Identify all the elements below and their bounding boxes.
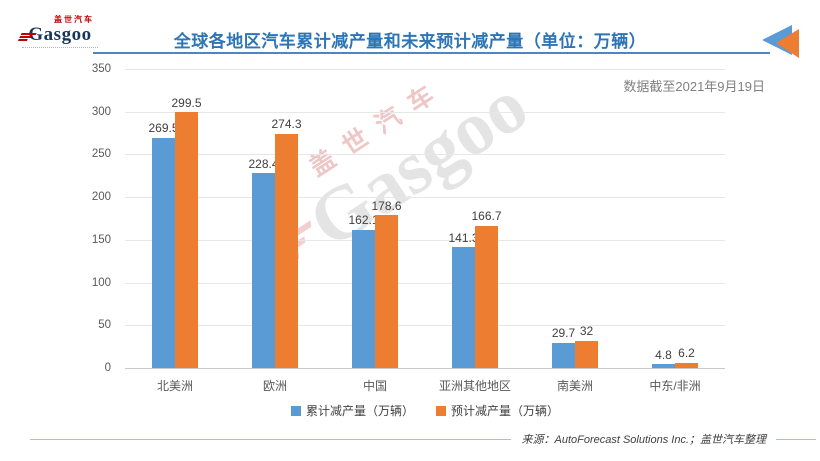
y-axis-ticks: 0 50 100 150 200 250 300 350 (0, 63, 117, 374)
bar-value-label: 274.3 (271, 117, 302, 132)
bar-value-label: 29.7 (551, 326, 576, 341)
bar-value-label: 178.6 (371, 199, 402, 214)
bar-value-label: 141.3 (448, 230, 479, 245)
y-tick-label: 50 (98, 319, 111, 332)
y-tick-label: 100 (91, 276, 111, 289)
bar-value-label: 269.5 (148, 121, 179, 136)
x-axis-label: 北美洲 (156, 379, 193, 393)
source-text: 来源：AutoForecast Solutions Inc.；盖世汽车整理 (521, 434, 766, 446)
y-tick-label: 250 (91, 148, 111, 161)
y-tick-label: 200 (91, 191, 111, 204)
gasgoo-logo: 盖世汽车 Gasgoo (17, 15, 102, 48)
bar: 4.8 (652, 348, 675, 368)
bar-group: 29.7 32 (525, 69, 625, 368)
x-axis-label: 亚洲其他地区 (438, 379, 511, 393)
bar: 29.7 (552, 326, 575, 368)
title-underline (93, 52, 770, 54)
bar: 269.5 (148, 121, 179, 368)
bar-group: 4.8 6.2 (625, 69, 725, 368)
bar: 228.4 (248, 157, 279, 368)
y-tick-label: 150 (91, 233, 111, 246)
gridline (125, 69, 725, 70)
x-axis-label: 中东/非洲 (649, 379, 701, 393)
logo-cn-text: 盖世汽车 (54, 15, 94, 24)
x-axis-label: 中国 (362, 379, 387, 393)
bar-value-label: 4.8 (655, 347, 672, 362)
legend-item: 累计减产量（万辆） (290, 402, 414, 419)
bar-group: 162.1 178.6 (325, 69, 425, 368)
y-tick-label: 300 (91, 105, 111, 118)
legend-item: 预计减产量（万辆） (436, 402, 559, 419)
bar: 166.7 (471, 209, 502, 368)
gridline (125, 325, 725, 327)
bar: 178.6 (371, 199, 402, 368)
footer-line-right (776, 438, 816, 440)
legend-label: 累计减产量（万辆） (305, 404, 414, 418)
bar-value-label: 228.4 (248, 156, 279, 171)
corner-triangles-icon (762, 25, 799, 58)
legend-swatch (290, 405, 301, 416)
gridline (125, 368, 725, 369)
y-tick-label: 0 (104, 362, 111, 374)
x-axis-labels: 北美洲 欧洲 中国 亚洲其他地区 南美洲 中东/非洲 (125, 377, 725, 394)
bar: 299.5 (171, 96, 202, 368)
bar-group: 269.5 299.5 (125, 69, 225, 368)
logo-tagline (22, 47, 98, 48)
bar: 6.2 (675, 346, 698, 368)
bar: 274.3 (271, 117, 302, 368)
page-title: 全球各地区汽车累计减产量和未来预计减产量（单位：万辆） (173, 32, 647, 51)
x-axis-label: 欧洲 (262, 379, 287, 393)
legend: 累计减产量（万辆） 预计减产量（万辆） (125, 402, 725, 419)
gridline (125, 154, 725, 156)
bar-value-label: 299.5 (171, 95, 202, 110)
bar: 162.1 (348, 213, 379, 368)
bar-value-label: 6.2 (678, 346, 695, 361)
logo-en-text: Gasgoo (28, 24, 92, 45)
legend-swatch (436, 405, 446, 416)
bar: 32 (575, 324, 598, 368)
bar-group: 228.4 274.3 (225, 69, 325, 368)
gridline (125, 282, 725, 284)
gridline (125, 197, 725, 199)
x-axis-label: 南美洲 (556, 379, 593, 393)
bar-value-label: 32 (579, 324, 594, 339)
data-cutoff-note: 数据截至2021年9月19日 (623, 79, 765, 94)
gridline (125, 239, 725, 241)
bar-group: 141.3 166.7 (425, 69, 525, 368)
y-tick-label: 350 (91, 63, 111, 75)
footer-line-left (30, 438, 512, 440)
plot-area: 269.5 299.5 228.4 274.3 162.1 178.6 141.3 166.7… (125, 69, 725, 369)
bar-value-label: 162.1 (348, 213, 379, 228)
source-footer: 来源：AutoForecast Solutions Inc.；盖世汽车整理 (30, 431, 816, 447)
bar-value-label: 166.7 (471, 209, 502, 224)
logo-wordmark: Gasgoo (17, 24, 102, 45)
legend-label: 预计减产量（万辆） (451, 404, 560, 418)
bar: 141.3 (448, 231, 479, 368)
gridline (125, 111, 725, 113)
